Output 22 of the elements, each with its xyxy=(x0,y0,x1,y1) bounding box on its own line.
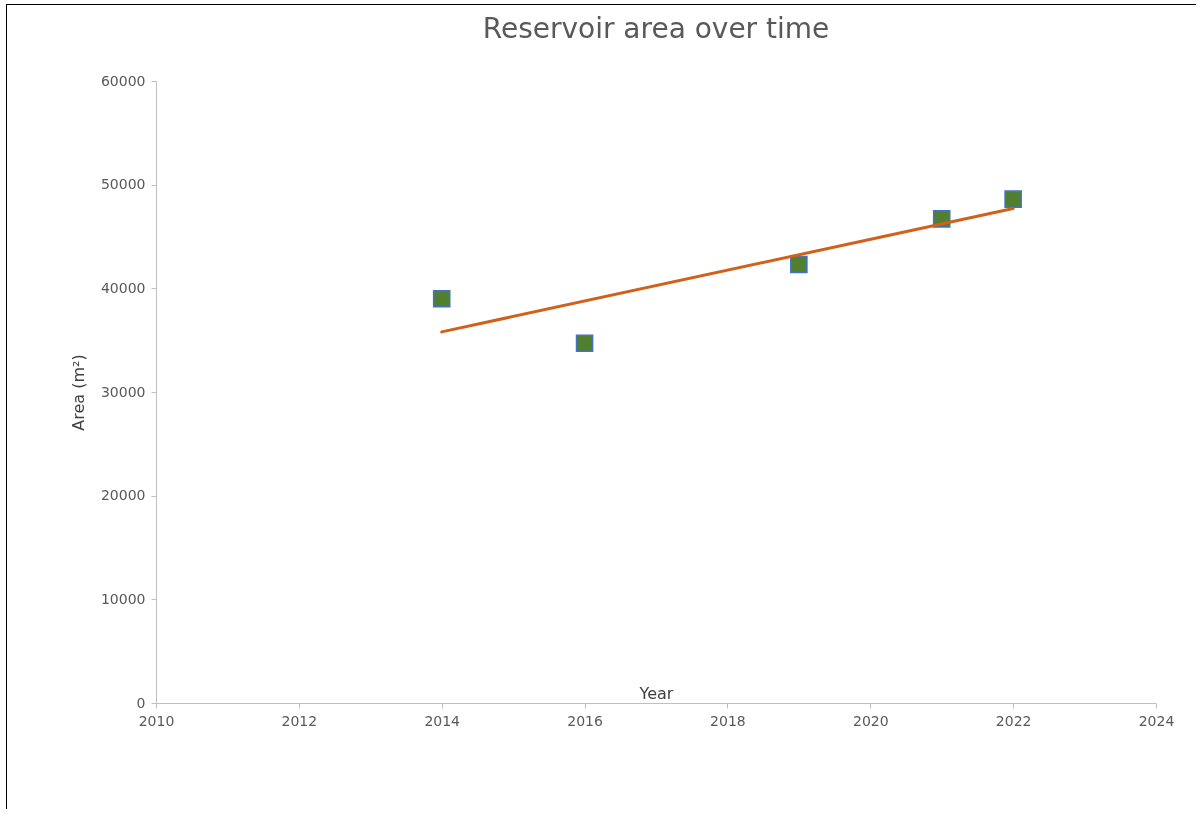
x-tick-label: 2024 xyxy=(1138,712,1175,729)
point xyxy=(790,255,808,274)
point xyxy=(575,334,594,353)
x-axis-title: Year xyxy=(638,683,674,703)
chart-title: Reservoir area over time xyxy=(482,12,830,45)
y-tick-label: 40000 xyxy=(100,279,146,296)
point xyxy=(1004,190,1022,208)
x-tick-label: 2018 xyxy=(710,712,746,729)
x-tick-label: 2014 xyxy=(424,712,461,729)
x-tick-label: 2016 xyxy=(567,712,603,729)
x-tick-label: 2020 xyxy=(852,712,889,729)
y-tick-label: 0 xyxy=(136,694,146,711)
x-tick-label: 2012 xyxy=(281,712,318,729)
y-tick-label: 30000 xyxy=(100,383,146,400)
x-tick-label: 2022 xyxy=(995,712,1032,729)
y-tick-label: 50000 xyxy=(100,176,146,193)
point xyxy=(432,289,451,308)
y-axis-title: Area (m²) xyxy=(68,354,88,431)
y-tick-label: 20000 xyxy=(100,487,146,504)
y-tick-label: 10000 xyxy=(100,590,146,607)
x-tick-label: 2010 xyxy=(138,712,175,729)
y-tick-label: 60000 xyxy=(100,72,146,89)
